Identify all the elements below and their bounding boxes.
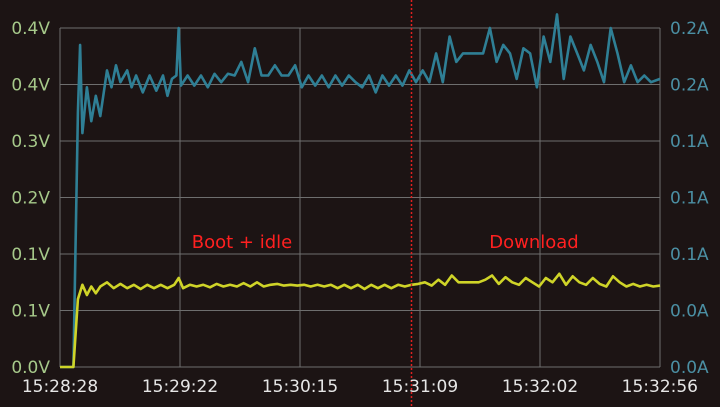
right-axis-tick-label: 0.0A <box>670 302 709 322</box>
x-axis-tick-label: 15:29:22 <box>142 377 218 397</box>
right-axis-tick-label: 0.1A <box>670 189 709 209</box>
right-axis-tick-label: 0.2A <box>670 19 709 39</box>
x-axis-tick-label: 15:28:28 <box>22 377 98 397</box>
x-axis-tick-label: 15:31:09 <box>382 377 458 397</box>
right-axis-tick-label: 0.2A <box>670 76 709 96</box>
left-axis-tick-label: 0.0V <box>11 358 50 378</box>
voltage-series-line <box>60 272 661 369</box>
left-axis-tick-label: 0.2V <box>11 189 50 209</box>
current-series-line <box>60 13 661 369</box>
annotation-download: Download <box>489 232 578 253</box>
right-axis-tick-label: 0.1A <box>670 245 709 265</box>
left-axis-tick-label: 0.1V <box>11 302 50 322</box>
series-layer <box>60 13 661 369</box>
x-axis-ticks: 15:28:28 15:29:22 15:30:15 15:31:09 15:32:02… <box>22 377 698 397</box>
right-axis-ticks: 0.0A 0.0A 0.1A 0.1A 0.1A 0.2A 0.2A <box>670 19 709 378</box>
left-axis-ticks: 0.0V 0.1V 0.1V 0.2V 0.3V 0.4V 0.4V <box>11 19 50 378</box>
left-axis-tick-label: 0.1V <box>11 245 50 265</box>
right-axis-tick-label: 0.1A <box>670 132 709 152</box>
left-axis-tick-label: 0.4V <box>11 19 50 39</box>
x-axis-tick-label: 15:32:02 <box>502 377 578 397</box>
left-axis-tick-label: 0.4V <box>11 76 50 96</box>
x-axis-tick-label: 15:30:15 <box>262 377 338 397</box>
annotation-boot-idle: Boot + idle <box>192 232 292 253</box>
left-axis-tick-label: 0.3V <box>11 132 50 152</box>
right-axis-tick-label: 0.0A <box>670 358 709 378</box>
x-axis-tick-label: 15:32:56 <box>622 377 698 397</box>
